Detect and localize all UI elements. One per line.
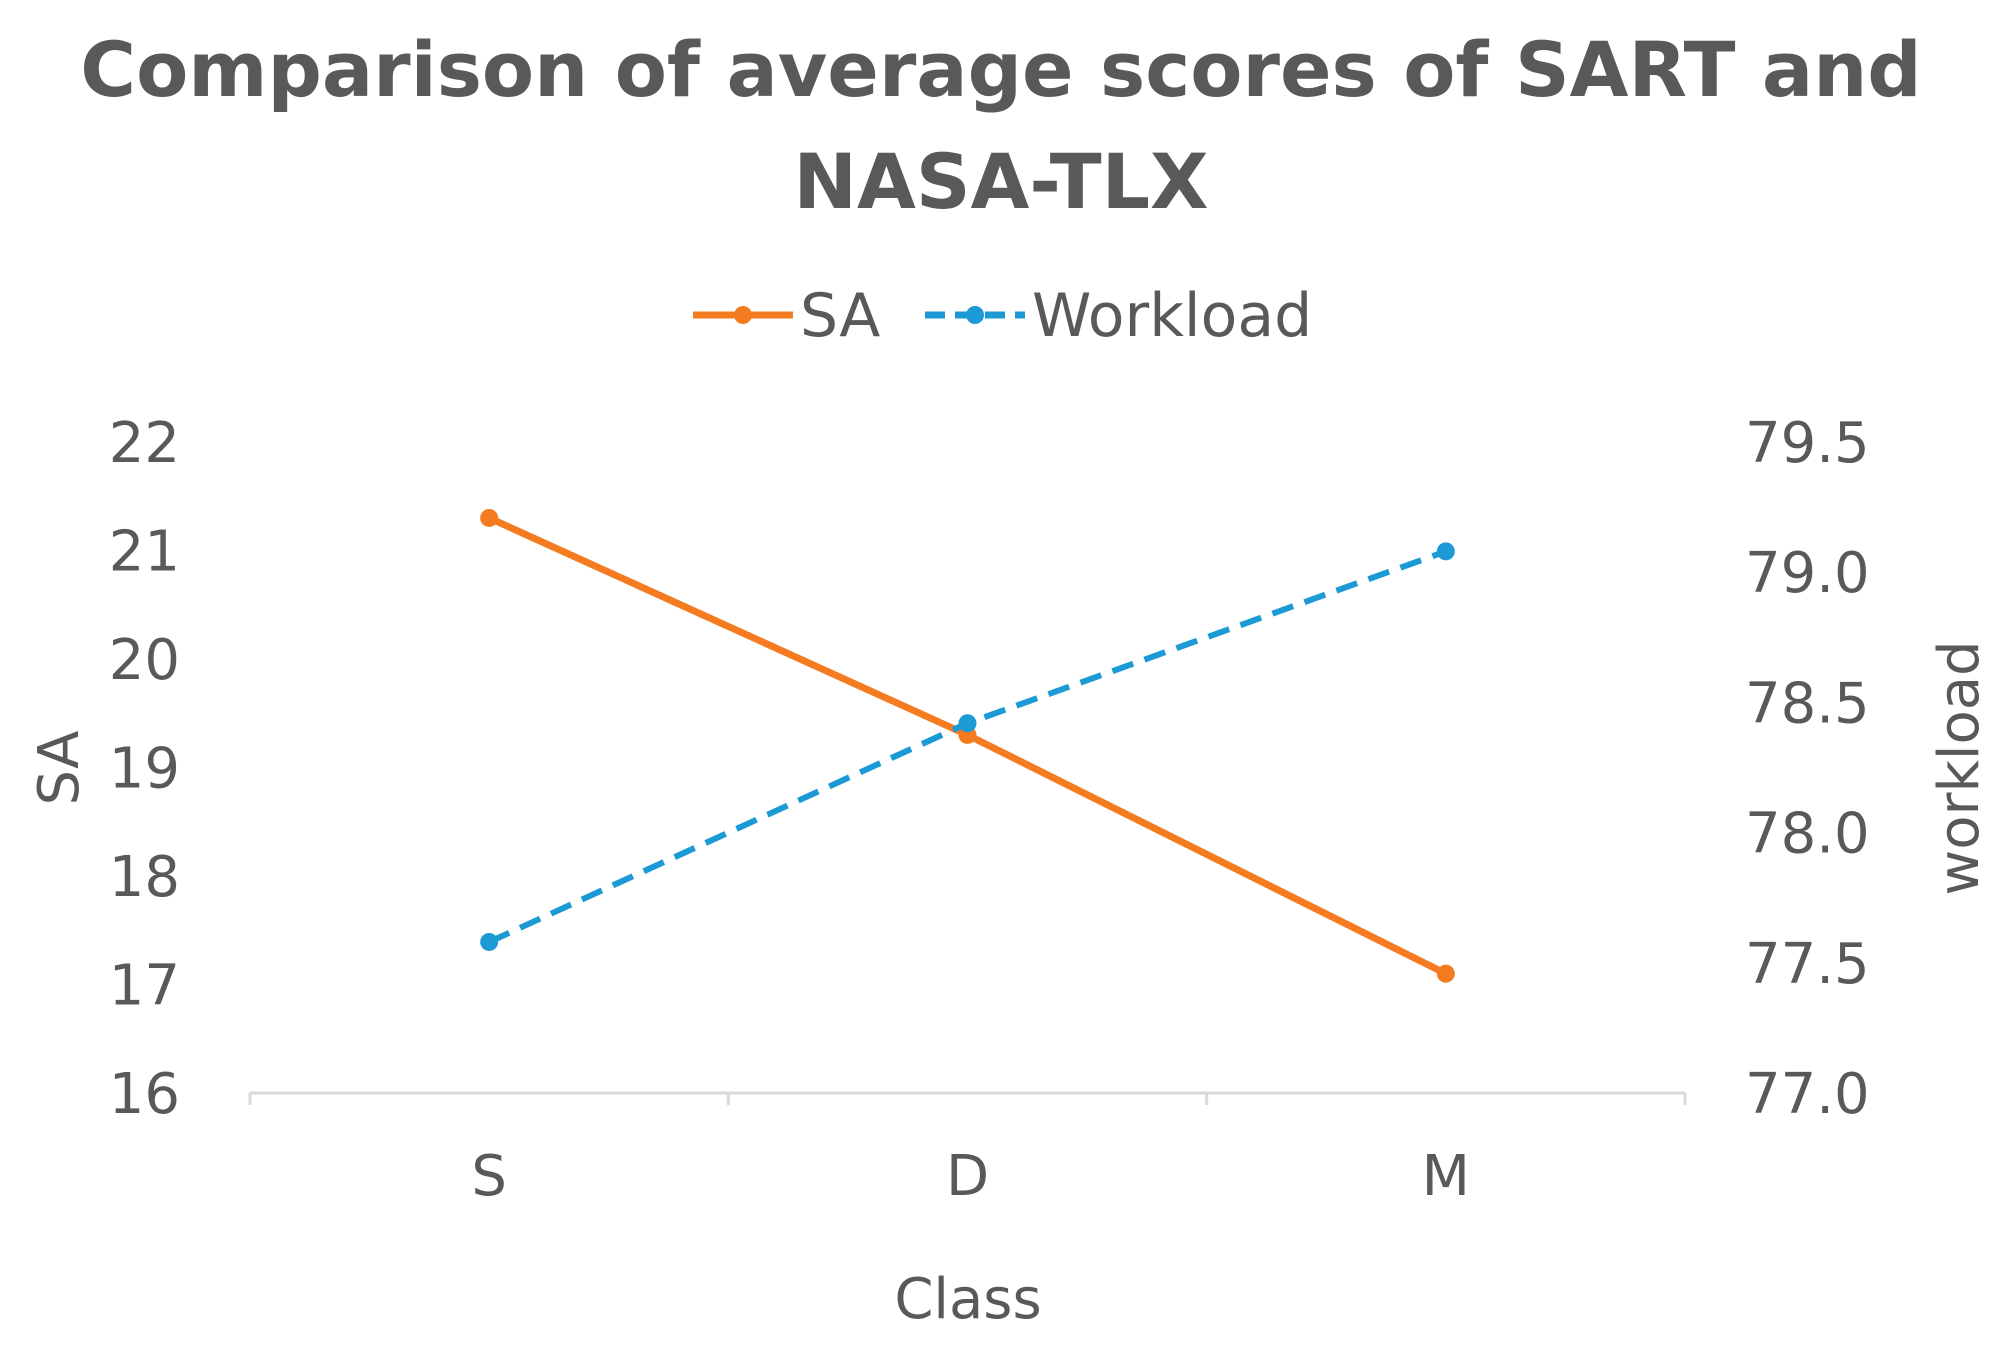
y-tick-label: 20 (109, 628, 180, 693)
x-tick-label: M (1422, 1144, 1470, 1209)
series-line-workload (487, 548, 1447, 945)
y-tick-label: 16 (109, 1062, 180, 1127)
y-tick-label: 17 (109, 954, 180, 1019)
y-tick-label: 21 (109, 520, 180, 585)
data-point-sa (1436, 964, 1455, 983)
y-axis-title: SA (27, 731, 92, 806)
plot-area (480, 508, 1455, 983)
x-tick-label: D (946, 1144, 989, 1209)
data-point-workload (958, 714, 977, 733)
series-line-sa (487, 514, 1448, 977)
y2-tick-label: 77.0 (1745, 1062, 1870, 1127)
data-point-sa (480, 508, 499, 527)
data-point-workload (480, 932, 499, 951)
y-tick-label: 18 (109, 845, 180, 910)
legend-label-workload: Workload (1032, 281, 1312, 351)
x-axis-title: Class (894, 1267, 1041, 1332)
legend-marker-sa (734, 306, 752, 324)
y2-tick-label: 79.5 (1745, 411, 1870, 476)
legend-marker-workload (966, 306, 984, 324)
y-tick-label: 19 (109, 737, 180, 802)
y2-axis-title: workload (1927, 640, 1992, 895)
y2-tick-label: 78.0 (1745, 802, 1870, 867)
axes: S D M 16 17 18 19 20 21 22 77.0 77.5 78.0 78.5 79.0 79.… (109, 411, 1870, 1209)
legend: SA Workload (693, 281, 1312, 351)
data-point-workload (1436, 542, 1455, 561)
legend-label-sa: SA (800, 281, 880, 351)
chart-title-line-1: Comparison of average scores of SART and (80, 25, 1921, 114)
x-tick-label: S (471, 1144, 507, 1209)
y2-tick-label: 77.5 (1745, 932, 1870, 997)
y2-tick-label: 79.0 (1745, 541, 1870, 606)
y2-tick-label: 78.5 (1745, 671, 1870, 736)
y-tick-label: 22 (109, 411, 180, 476)
chart-title-line-2: NASA-TLX (793, 137, 1208, 226)
